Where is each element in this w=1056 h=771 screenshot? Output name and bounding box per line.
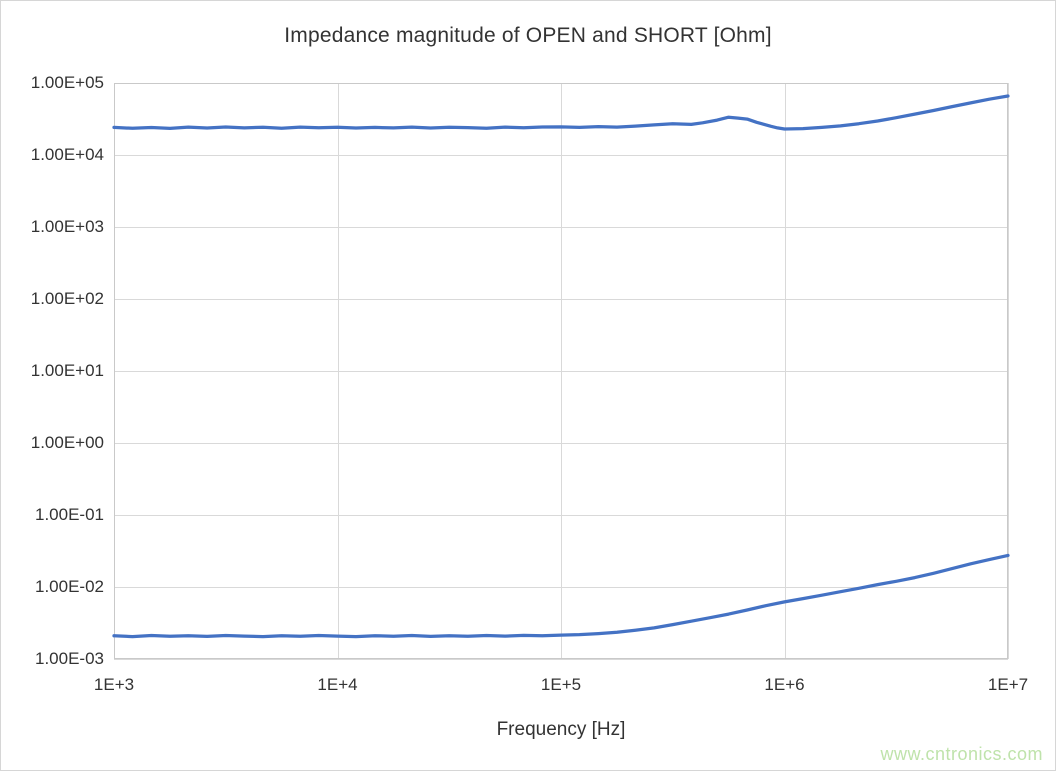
open-series-line (112, 94, 1010, 131)
y-axis-tick-label: 1.00E+05 (30, 73, 104, 92)
y-axis-tick-label: 1.00E-01 (35, 505, 104, 524)
y-axis-tick-label: 1.00E+00 (30, 433, 104, 452)
x-axis-tick-label: 1E+6 (764, 675, 805, 694)
short-series-line (112, 553, 1010, 639)
x-axis-tick-label: 1E+5 (540, 675, 582, 694)
y-axis-tick-label: 1.00E-02 (35, 577, 104, 596)
y-axis-tick-label: 1.00E+04 (30, 145, 104, 164)
x-axis-tick-label: 1E+4 (317, 675, 358, 694)
plot-border (114, 83, 1008, 659)
y-axis-tick-label: 1.00E+01 (30, 361, 104, 380)
y-axis-tick-label: 1.00E-03 (35, 649, 104, 668)
x-axis-tick-label: 1E+7 (987, 675, 1029, 694)
y-axis-tick-label: 1.00E+02 (30, 289, 104, 308)
y-axis-tick-label: 1.00E+03 (30, 217, 104, 236)
chart-title: Impedance magnitude of OPEN and SHORT [O… (284, 24, 772, 47)
x-axis-tick-label: 1E+3 (93, 675, 135, 694)
x-axis-title: Frequency [Hz] (496, 719, 626, 740)
watermark: www.cntronics.com (880, 744, 1043, 764)
